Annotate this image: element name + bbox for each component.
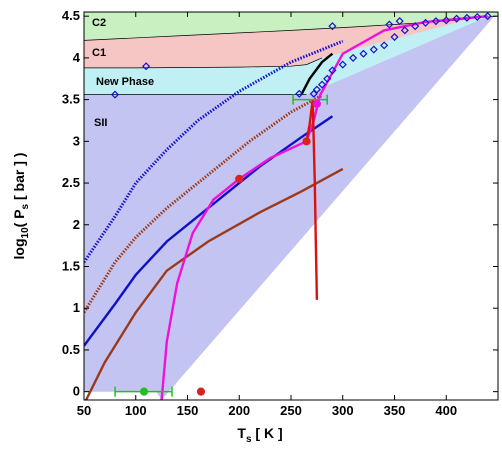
region-sii [84,12,498,400]
y-axis-title-mid: ( P [11,209,27,227]
series-line-1 [84,39,344,264]
y-tick-label-0.5: 0.5 [62,342,80,357]
diamond-marker-16 [411,22,420,31]
circle-marker-2-2 [235,174,244,183]
diamond-marker-13 [380,41,389,50]
series-line-6 [305,99,319,300]
y-tick-label-1.5: 1.5 [62,258,80,273]
diamond-marker-20 [452,14,461,23]
diamond-marker-3 [295,89,304,98]
y-axis-title-sub2: s [20,203,31,209]
series-line-5 [160,15,488,400]
diamond-marker-8 [328,66,337,75]
series-line-3 [84,115,334,347]
y-tick-label-4: 4 [73,50,81,65]
region-label-new-phase: New Phase [96,76,154,88]
y-axis-title-post: [ bar ] ) [11,153,27,204]
circle-marker-4-1 [139,387,149,396]
y-axis-title: log10( Ps [ bar ] ) [11,153,31,260]
diamond-marker-19 [442,16,451,25]
diamond-marker-9 [338,60,347,69]
diamond-marker-11 [359,49,368,58]
diamond-marker-21 [462,13,471,22]
diamond-marker-17 [421,18,430,27]
y-tick-label-3.5: 3.5 [62,92,80,107]
region-boundary-c1 [84,57,323,69]
y-axis-title-sub1: 10 [20,227,31,239]
data-series [84,15,488,400]
circle-marker-2-1 [196,387,206,396]
region-label-c1: C1 [92,47,106,59]
diamond-marker-18 [431,17,440,26]
region-label-sii: SII [94,117,107,129]
x-tick-label-50: 50 [77,403,91,418]
y-axis-ticks: 0 0.5 1 1.5 2 2.5 3 3.5 4 4.5 [62,8,498,399]
x-tick-label-200: 200 [228,403,250,418]
x-tick-label-150: 150 [177,403,199,418]
x-axis-title-sub: s [246,434,252,445]
y-tick-label-1: 1 [73,300,80,315]
phase-regions [84,12,498,400]
diamond-marker-22 [473,12,482,22]
diamond-marker-26 [395,17,404,26]
y-axis-title-pre: log [11,238,27,259]
diamond-marker-7 [323,74,332,83]
region-c2 [84,12,498,41]
diamond-marker-23 [483,12,492,21]
diamond-marker-10 [349,53,358,62]
circle-marker-2-3 [302,137,311,146]
diamond-marker-2 [142,62,151,71]
diamond-marker-14 [390,32,399,42]
x-axis-title: Ts [ K ] [237,425,282,445]
y-tick-label-0: 0 [73,384,80,399]
diamond-marker-6 [318,80,327,89]
x-tick-label-250: 250 [280,403,302,418]
region-label-c2: C2 [92,17,106,29]
data-markers [111,12,492,397]
y-tick-label-4.5: 4.5 [62,8,80,23]
series-line-7 [300,52,334,96]
x-tick-label-100: 100 [125,403,147,418]
y-tick-label-2.5: 2.5 [62,175,80,190]
diamond-marker-12 [369,45,378,54]
diamond-marker-15 [400,26,409,35]
x-tick-label-400: 400 [435,403,457,418]
x-axis-title-rest: [ K ] [252,425,283,441]
x-axis-title-main: T [237,425,246,441]
diamond-marker-4 [309,89,318,98]
x-tick-label-300: 300 [332,403,354,418]
circle-marker-3-1 [312,99,321,108]
diamond-marker-24 [328,22,337,31]
x-axis-ticks: 50 100 150 200 250 300 350 400 [77,12,457,418]
diamond-marker-5 [312,85,321,94]
x-tick-label-350: 350 [384,403,406,418]
y-tick-label-3: 3 [73,133,80,148]
series-line-2 [84,94,323,314]
y-tick-label-2: 2 [73,217,80,232]
diamond-marker-25 [385,20,394,29]
series-line-4 [85,167,344,400]
region-labels: C2 C1 New Phase SII [92,17,154,129]
diamond-marker-1 [111,90,120,99]
